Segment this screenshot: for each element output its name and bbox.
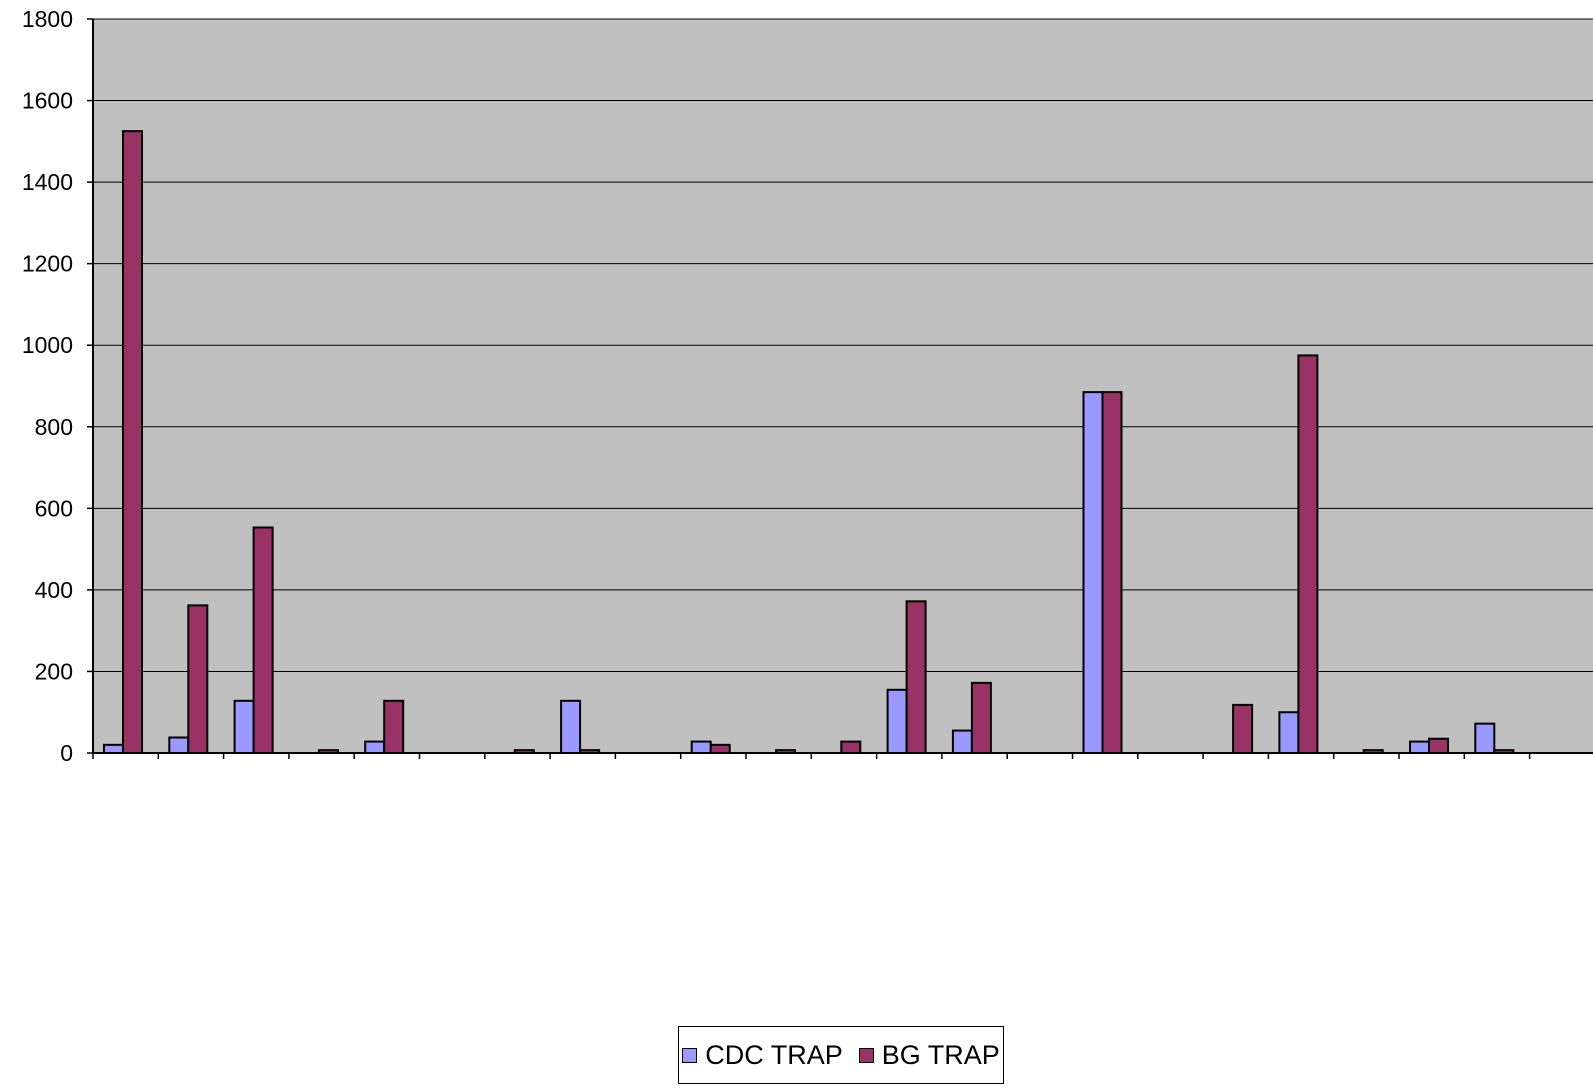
bar-bg-trap <box>1297 354 1319 754</box>
legend-swatch-cdc <box>682 1047 698 1063</box>
bar-cdc-trap <box>1082 391 1104 754</box>
bar-bg-trap <box>905 600 927 754</box>
bars <box>103 130 1515 755</box>
bar-cdc-trap <box>951 729 973 754</box>
y-tick-label: 1200 <box>22 251 73 277</box>
bar-bg-trap <box>1101 391 1123 754</box>
y-tick-label: 600 <box>35 495 73 521</box>
bar-bg-trap <box>840 740 862 754</box>
bar-cdc-trap <box>168 736 190 755</box>
legend-label-cdc: CDC TRAP <box>705 1039 843 1070</box>
y-tick-label: 0 <box>60 740 73 766</box>
y-tick-label: 1600 <box>22 88 73 114</box>
bar-bg-trap <box>1232 703 1254 754</box>
bar-bg-trap <box>252 526 274 755</box>
bar-cdc-trap <box>886 688 908 754</box>
bar-cdc-trap <box>364 740 386 754</box>
y-tick-label: 1800 <box>22 6 73 32</box>
legend: CDC TRAP BG TRAP <box>678 1026 1004 1084</box>
bar-bg-trap <box>709 743 731 754</box>
bar-cdc-trap <box>690 740 712 754</box>
bar-cdc-trap <box>1278 711 1300 755</box>
y-tick-label: 1000 <box>22 332 73 358</box>
bar-cdc-trap <box>1409 740 1430 754</box>
axes <box>92 19 1593 754</box>
bar-bg-trap <box>187 604 209 755</box>
y-tick-labels: 0 200 400 600 800 1000 1200 1400 1600 1800 <box>22 6 93 766</box>
bar-bg-trap <box>122 130 143 754</box>
plot-area <box>93 19 1593 753</box>
bar-cdc-trap <box>103 743 124 754</box>
y-tick-label: 200 <box>35 658 73 684</box>
legend-label-bg: BG TRAP <box>881 1039 1000 1070</box>
x-tick-marks <box>92 753 1531 759</box>
bar-cdc-trap <box>560 699 582 754</box>
bar-bg-trap <box>1428 737 1449 755</box>
legend-item-bg: BG TRAP <box>858 1039 1000 1071</box>
bar-bg-trap <box>383 699 405 754</box>
gridlines <box>93 18 1593 672</box>
y-tick-label: 1400 <box>22 169 73 195</box>
bar-cdc-trap <box>233 699 255 754</box>
y-tick-label: 400 <box>35 577 73 603</box>
legend-item-cdc: CDC TRAP <box>682 1040 843 1071</box>
legend-swatch-bg <box>858 1047 874 1063</box>
bar-cdc-trap <box>1474 722 1496 755</box>
y-tick-label: 800 <box>35 414 73 440</box>
bar-bg-trap <box>970 681 992 755</box>
